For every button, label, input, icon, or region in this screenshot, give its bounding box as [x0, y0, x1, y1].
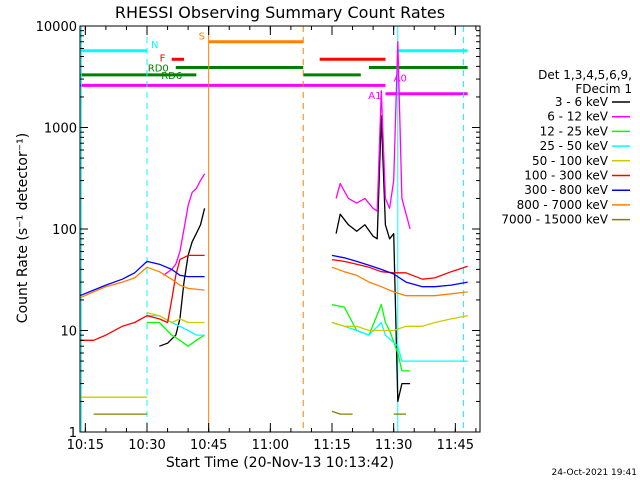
legend-label-100-300-kev: 100 - 300 keV [524, 169, 608, 183]
flag-label-rd0: RD0 [148, 64, 169, 75]
series-7000-15000-kev [93, 410, 406, 415]
x-axis: 10:15 10:30 10:45 11:00 11:15 11:30 11:45 [67, 26, 477, 453]
series-300-800-kev-segment-2 [331, 254, 468, 288]
chart-title: RHESSI Observing Summary Count Rates [115, 3, 445, 22]
x-axis-label: Start Time (20-Nov-13 10:13:42) [166, 455, 394, 471]
y-tick-label: 10 [60, 325, 77, 340]
series-100-300-kev-segment-1 [80, 254, 205, 341]
flag-label-rd6: RD6 [161, 71, 182, 82]
series-12-25-kev-segment-2 [331, 303, 411, 372]
legend-label-6-12-kev: 6 - 12 keV [547, 110, 609, 124]
legend-label-12-25-kev: 12 - 25 keV [540, 124, 609, 138]
series-12-25-kev [147, 303, 411, 372]
footer-timestamp: 24-Oct-2021 19:41 [552, 468, 637, 478]
legend-label-800-7000-kev: 800 - 7000 keV [517, 198, 609, 212]
series-50-100-kev-segment-2 [146, 311, 205, 324]
y-tick-label: 100 [52, 223, 77, 238]
series-300-800-kev [79, 254, 468, 297]
flag-label-a1: A1 [368, 91, 381, 102]
series-800-7000-kev-segment-2 [331, 266, 468, 297]
legend-header-line: Det 1,3,4,5,6,9, [538, 68, 632, 82]
x-tick-label: 10:30 [128, 438, 165, 453]
legend-label-25-50-kev: 25 - 50 keV [540, 139, 609, 153]
legend-label-3-6-kev: 3 - 6 keV [555, 95, 609, 109]
plot-frame [79, 25, 481, 433]
series-12-25-kev-segment-1 [147, 321, 205, 347]
x-tick-label: 11:00 [252, 438, 289, 453]
plot-series [79, 41, 468, 415]
x-tick-label: 11:30 [375, 438, 412, 453]
y-axis-label: Count Rate (s⁻¹ detector⁻¹) [15, 133, 31, 323]
series-3-6-kev-segment-1 [159, 208, 206, 347]
legend-label-300-800-kev: 300 - 800 keV [524, 183, 608, 197]
y-tick-label: 1000 [44, 122, 77, 137]
x-tick-label: 11:15 [313, 438, 350, 453]
series-300-800-kev-segment-1 [79, 260, 205, 297]
series-3-6-kev-segment-2 [335, 115, 411, 403]
series-100-300-kev [80, 254, 468, 341]
y-tick-label: 1 [69, 426, 77, 441]
y-axis: 1 10 100 1000 10000 [36, 20, 480, 441]
flag-label-s: S [199, 32, 205, 43]
series-7000-15000-kev-segment-2 [331, 410, 353, 415]
legend-label-50-100-kev: 50 - 100 keV [532, 154, 609, 168]
series-800-7000-kev [79, 266, 468, 299]
vertical-markers [80, 26, 465, 432]
y-tick-label: 10000 [36, 20, 77, 35]
series-6-12-kev-segment-1 [163, 173, 206, 276]
flag-label-a0: A0 [394, 73, 407, 84]
x-tick-label: 10:15 [67, 438, 104, 453]
flag-label-n: N [151, 40, 158, 51]
series-6-12-kev-segment-2 [335, 41, 411, 230]
series-50-100-kev [80, 311, 468, 398]
x-tick-label: 10:45 [190, 438, 227, 453]
flag-label-f: F [160, 53, 166, 64]
series-3-6-kev [159, 115, 411, 403]
legend-label-7000-15000-kev: 7000 - 15000 keV [501, 213, 608, 227]
series-25-50-kev-segment-2 [331, 321, 468, 362]
legend-header-line: FDecim 1 [575, 82, 632, 96]
series-800-7000-kev-segment-1 [79, 266, 205, 299]
series-100-300-kev-segment-2 [331, 258, 468, 280]
series-6-12-kev [163, 41, 411, 276]
x-tick-label: 11:45 [437, 438, 474, 453]
series-50-100-kev-segment-3 [331, 315, 468, 332]
